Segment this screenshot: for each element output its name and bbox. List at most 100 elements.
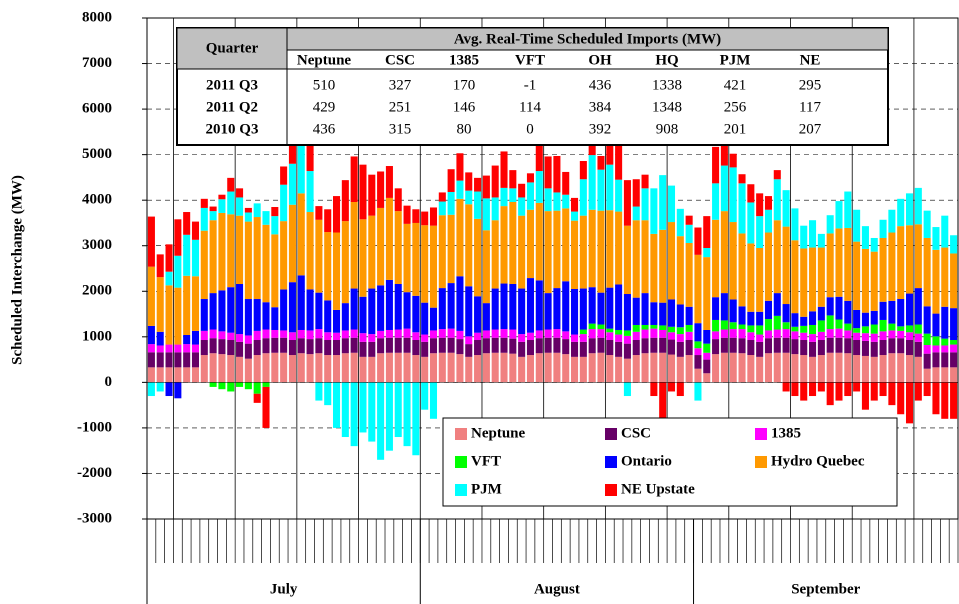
bar-segment (191, 344, 200, 353)
bar-segment (526, 278, 534, 333)
bar-segment (526, 173, 534, 183)
bar-segment (870, 237, 878, 252)
bar-segment (412, 209, 420, 223)
bar-segment (474, 355, 482, 383)
bar-segment (650, 324, 658, 329)
bar-segment (817, 382, 825, 392)
table-cell: 207 (799, 121, 822, 137)
bar-segment (615, 179, 623, 212)
bar-segment (932, 352, 940, 368)
bar-segment (412, 295, 420, 333)
bar-segment (509, 329, 517, 339)
bar-segment (853, 328, 861, 333)
bar-segment (641, 329, 649, 339)
bar-segment (923, 368, 931, 383)
bar-segment (280, 352, 288, 383)
bar-segment (271, 234, 279, 308)
bar-segment (553, 352, 561, 383)
bar-segment (297, 275, 305, 330)
table-cell: 429 (313, 99, 336, 115)
bar-segment (526, 355, 534, 383)
bar-segment (544, 156, 552, 189)
bar-segment (482, 198, 490, 231)
bar-segment (253, 217, 261, 300)
bar-segment (897, 198, 905, 227)
bar-segment (165, 352, 173, 368)
bar-segment (764, 338, 772, 354)
bar-segment (861, 333, 869, 341)
bar-segment (826, 337, 834, 353)
bar-segment (923, 210, 931, 238)
bar-segment (914, 341, 922, 357)
bar-segment (500, 329, 508, 338)
bar-segment (191, 239, 200, 277)
bar-segment (888, 353, 896, 383)
table-column-header: PJM (720, 52, 751, 68)
bar-segment (518, 341, 526, 357)
bar-segment (297, 329, 305, 339)
bar-segment (588, 329, 596, 339)
bar-segment (941, 352, 949, 368)
bar-segment (694, 348, 702, 356)
bar-segment (650, 337, 658, 353)
legend-swatch (605, 428, 617, 440)
bar-segment (359, 356, 367, 383)
bar-segment (500, 206, 508, 284)
legend-label: Ontario (621, 453, 672, 469)
bar-segment (650, 328, 658, 338)
bar-segment (526, 209, 534, 279)
bar-segment (253, 340, 261, 356)
bar-segment (623, 335, 631, 344)
bar-segment (844, 353, 852, 383)
legend-label: Neptune (471, 425, 526, 441)
bar-segment (297, 353, 305, 383)
bar-segment (597, 329, 605, 338)
bar-segment (897, 338, 905, 354)
bar-segment (359, 296, 367, 334)
bar-segment (341, 180, 349, 222)
bar-segment (764, 209, 772, 233)
y-tick-label: 0 (105, 374, 113, 390)
bar-segment (623, 343, 631, 359)
bar-segment (870, 324, 878, 334)
bar-segment (535, 330, 543, 339)
bar-segment (165, 285, 173, 345)
bar-segment (518, 215, 526, 289)
table-cell: 256 (724, 99, 747, 115)
bar-segment (773, 170, 781, 180)
bar-segment (861, 382, 869, 410)
bar-segment (209, 353, 217, 383)
bar-segment (412, 222, 420, 296)
bar-segment (227, 355, 235, 383)
bar-segment (350, 288, 358, 330)
bar-segment (800, 316, 808, 326)
bar-segment (782, 190, 790, 227)
bar-segment (756, 325, 764, 335)
bar-segment (676, 341, 684, 357)
bar-segment (412, 340, 420, 356)
table-row-label: 2010 Q3 (206, 121, 259, 137)
bar-segment (368, 341, 376, 357)
bar-segment (236, 356, 244, 383)
bar-segment (156, 254, 164, 278)
bar-segment (147, 325, 155, 345)
bar-segment (447, 169, 455, 192)
bar-segment (870, 341, 878, 357)
bar-segment (791, 326, 799, 332)
bar-segment (447, 214, 455, 284)
bar-segment (685, 215, 693, 225)
bar-segment (932, 345, 940, 353)
bar-segment (288, 204, 296, 283)
legend-swatch (755, 428, 767, 440)
bar-segment (729, 153, 737, 168)
bar-segment (509, 338, 517, 354)
bar-segment (712, 339, 720, 355)
bar-segment (218, 212, 226, 291)
bar-segment (809, 247, 817, 312)
table-cell: 1348 (652, 99, 682, 115)
bar-segment (209, 338, 217, 354)
bar-segment (667, 354, 676, 383)
bar-segment (676, 327, 684, 335)
bar-segment (333, 332, 341, 341)
bar-segment (905, 340, 914, 356)
